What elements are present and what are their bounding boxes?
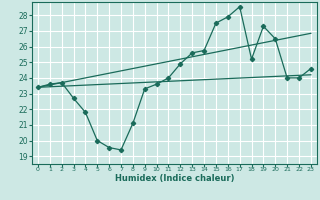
- X-axis label: Humidex (Indice chaleur): Humidex (Indice chaleur): [115, 174, 234, 183]
